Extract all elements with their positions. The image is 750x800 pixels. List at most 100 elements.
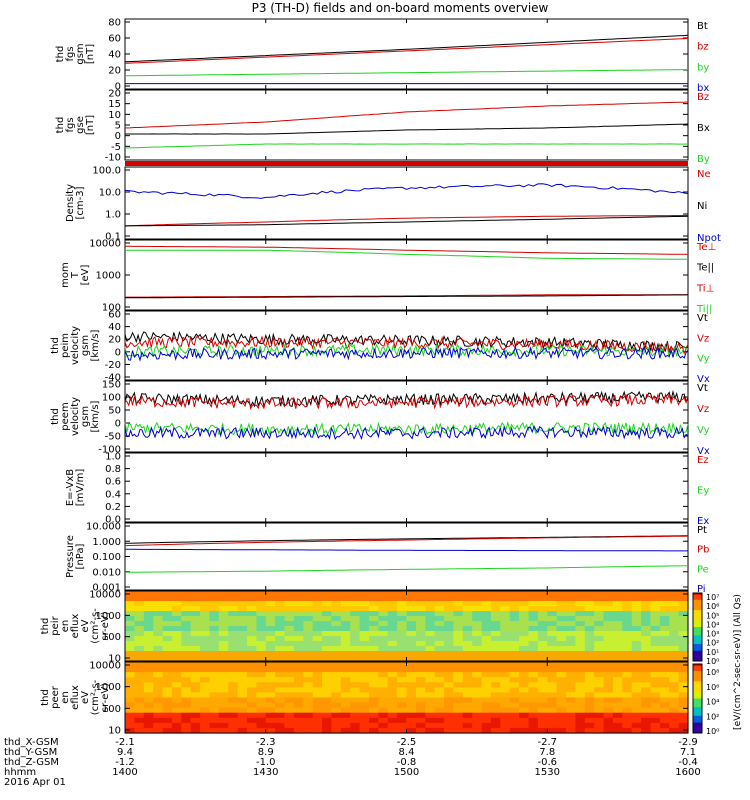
ylabel-line: gsm	[80, 335, 91, 356]
panel-density: 100.0 10.0 1.0 0.1 Density [cm-3] Ne Ni Npot	[65, 166, 721, 245]
ylabel-line: eV	[80, 619, 91, 632]
ylabel-line: (cm²-s-	[90, 608, 101, 644]
colorbar-tick: 10⁴	[706, 620, 719, 629]
ytick-label: 10.000	[86, 522, 121, 533]
ylabel-line: [km/s]	[90, 400, 101, 432]
xaxis-value-y: 7.1	[680, 747, 696, 758]
series-vz-line	[124, 392, 689, 411]
ylabel-line: thd	[55, 46, 66, 63]
ytick-label: 1000	[96, 682, 121, 693]
series-te-line	[125, 294, 689, 299]
legend-entry: Ez	[697, 455, 709, 466]
xaxis-value-x: -2.9	[678, 737, 698, 748]
xaxis-value-t: 1430	[253, 767, 278, 778]
ylabel-line: thd	[55, 117, 66, 134]
ytick-label: 0.6	[105, 477, 121, 488]
legend-entry: Vz	[697, 333, 709, 344]
panel-frame	[124, 166, 689, 240]
panel-flag	[125, 161, 688, 166]
colorbar-peer	[692, 663, 703, 734]
ytick-label: 1000	[96, 271, 121, 282]
ytick-label: 10000	[89, 590, 121, 601]
panel-efield: 1.00.8 0.60.4 0.2 0.0 E=-VxB [mV/m] Ez Ey Ex	[65, 452, 709, 528]
ytick-label: 10	[108, 110, 121, 121]
legend-entry: bz	[697, 42, 709, 53]
panel-frame	[124, 380, 689, 453]
xaxis-value-x: -2.3	[256, 737, 276, 748]
panel-temp: 10000 1000 100 mom T [eV] Te⊥ Te|| Ti⊥ Ti||	[60, 239, 716, 316]
ytick-label: 0.010	[92, 567, 121, 578]
series-pe-line	[124, 565, 689, 573]
ytick-label: -40	[105, 373, 121, 384]
xaxis-row-label: hhmm	[4, 767, 36, 778]
xaxis-value-z: -0.8	[397, 757, 417, 768]
series-by-line	[124, 69, 688, 77]
ylabel-line: Density	[65, 184, 76, 222]
ytick-label: 60	[108, 310, 121, 321]
ytick-label: 0	[115, 131, 121, 142]
legend-entry: Pb	[697, 545, 709, 556]
legend-entry: Npot	[697, 233, 721, 244]
colorbar-tick: 10¹	[706, 648, 719, 657]
ytick-label: 0.100	[92, 552, 121, 563]
ylabel-line: peir	[50, 615, 61, 635]
legend-entry: bx	[697, 83, 709, 94]
series-npot-line	[124, 183, 689, 199]
colorbar-tick: 10⁶	[706, 602, 719, 611]
ylabel-line: [nPa]	[75, 543, 86, 569]
ylabel-line: peer	[50, 685, 61, 709]
ytick-label: 0.2	[105, 502, 121, 513]
xaxis-value-x: -2.5	[397, 737, 417, 748]
series-vx-line	[124, 345, 689, 362]
ylabel-line: Pressure	[65, 535, 76, 578]
legend-entry: Ni	[697, 201, 707, 212]
series-ni-line	[124, 215, 689, 227]
ytick-label: 10.0	[99, 188, 121, 199]
legend-entry: Bt	[697, 21, 708, 32]
xaxis-value-t: 1530	[535, 767, 560, 778]
xaxis-value-z: -0.6	[537, 757, 557, 768]
xaxis-value-y: 7.8	[539, 747, 555, 758]
series-vx-line	[124, 425, 689, 441]
ylabel-line: T	[70, 271, 81, 279]
colorbar-tick: 10⁶	[706, 683, 719, 692]
ytick-label: 100	[102, 632, 121, 643]
colorbar-tick: 10³	[706, 630, 719, 639]
legend-entry: Bz	[697, 92, 709, 103]
series-bx-line	[125, 123, 689, 135]
xaxis-value-z: -0.4	[678, 757, 698, 768]
ytick-label: 0.4	[105, 489, 121, 500]
colorbar-tick: 10⁰	[706, 657, 719, 666]
ylabel-line: thd	[40, 618, 51, 635]
legend-entry: Bx	[697, 123, 710, 134]
series-ti-line	[125, 249, 688, 260]
xaxis-value-y: 9.4	[117, 747, 133, 758]
xaxis-row-label: thd_Y-GSM	[4, 747, 57, 758]
legend-entry: Vt	[697, 313, 708, 324]
colorbar-tick: 10²	[706, 639, 719, 648]
ylabel-line: [cm-3]	[75, 186, 86, 219]
xaxis-value-t: 1600	[675, 767, 700, 778]
ytick-label: 100.0	[92, 166, 121, 177]
legend-entry: Ti||	[696, 304, 712, 315]
ytick-label: -100	[98, 445, 121, 456]
ytick-label: 0	[115, 347, 121, 358]
series-by-line	[124, 143, 689, 149]
ytick-label: 60	[108, 34, 121, 45]
ytick-label: 0.1	[105, 232, 121, 243]
ytick-label: 15	[108, 99, 121, 110]
ytick-label: 40	[108, 50, 121, 61]
series-bt-line	[124, 34, 689, 63]
ytick-label: 10000	[89, 661, 121, 672]
series-bz-line	[124, 101, 689, 129]
spectrogram-peir	[125, 591, 689, 662]
ylabel-line: eflux	[70, 614, 81, 639]
xaxis-value-t: 1400	[112, 767, 137, 778]
ylabel-line: [nT]	[85, 44, 96, 64]
series-bz-line	[124, 37, 689, 64]
ylabel-line: thd	[50, 408, 61, 425]
series-te-line	[124, 294, 688, 298]
